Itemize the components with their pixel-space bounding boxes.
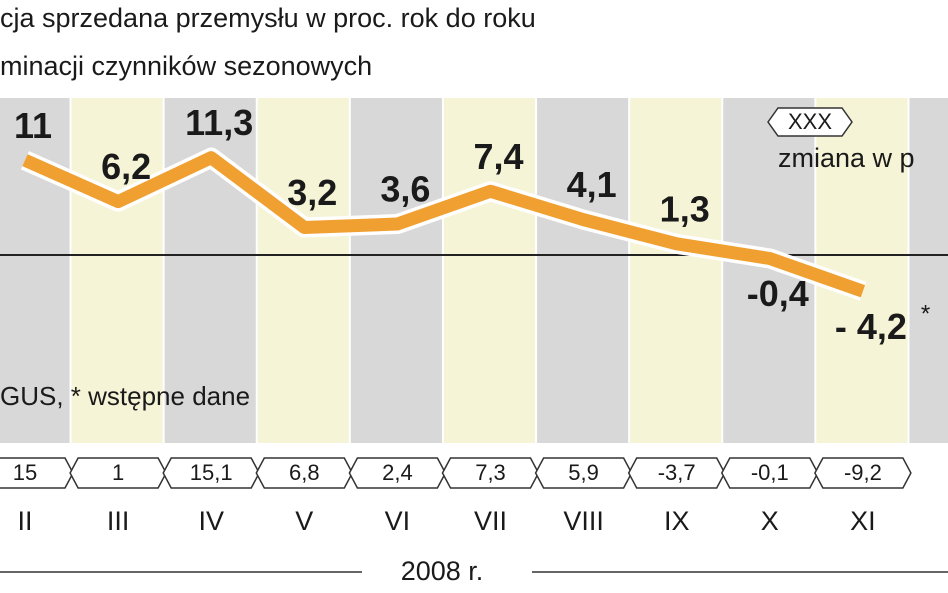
value-label: 11,3 [185,102,253,143]
x-tick-label: VIII [563,506,604,536]
x-tick-label: II [17,506,32,536]
value-label: - 4,2 [835,306,907,347]
source-note: GUS, * wstępne dane [0,381,250,411]
column-band [909,98,948,443]
change-label: -0,1 [751,460,789,485]
x-tick-label: IX [664,506,690,536]
x-tick-label: III [107,506,130,536]
x-tick-label: XI [850,506,876,536]
value-label: -0,4 [747,273,809,314]
value-label: 6,2 [101,146,151,187]
column-bands [0,98,948,443]
year-label: 2008 r. [401,556,484,586]
x-tick-label: IV [198,506,224,536]
value-label: 11 [14,105,52,146]
value-label: 7,4 [473,136,523,177]
change-box [814,457,912,489]
change-label: 15,1 [190,460,233,485]
change-label: -9,2 [844,460,882,485]
x-tick-label: X [761,506,779,536]
change-label: 2,4 [382,460,413,485]
change-label: 5,9 [568,460,599,485]
legend-box [767,107,853,137]
change-label: -3,7 [658,460,696,485]
column-band [257,98,349,443]
change-label: 6,8 [289,460,320,485]
chart-title: cja sprzedana przemysłu w proc. rok do r… [0,3,536,33]
value-label: 3,6 [380,169,430,210]
value-label: 3,2 [287,172,337,213]
change-label: 7,3 [475,460,506,485]
legend-box-label: XXX [788,109,832,134]
value-label: 4,1 [567,164,617,205]
change-label: 15 [13,460,37,485]
legend-label: zmiana w p [778,143,915,173]
line [22,151,866,298]
x-tick-label: VII [474,506,507,536]
column-band [630,98,722,443]
column-band [71,98,163,443]
chart-subtitle: minacji czynników sezonowych [0,51,372,81]
column-band [350,98,442,443]
column-band [537,98,629,443]
note-mark: * [921,301,930,328]
x-tick-label: V [295,506,313,536]
change-label: 1 [112,460,124,485]
column-band [443,98,536,443]
x-tick-label: VI [385,506,411,536]
value-label: 1,3 [660,188,710,229]
